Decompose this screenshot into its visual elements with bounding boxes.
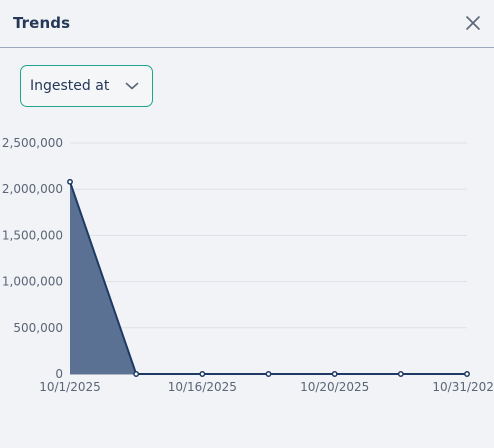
trend-chart: 0 500,000 1,000,000 1,500,000 2,000,000 2,500… — [2, 136, 494, 394]
data-point — [464, 371, 470, 377]
y-tick-label: 1,500,000 — [2, 228, 63, 242]
x-tick-label: 10/16/2025 — [168, 380, 237, 394]
close-icon[interactable] — [463, 13, 483, 33]
y-tick-label: 2,000,000 — [2, 182, 63, 196]
select-value: Ingested at — [30, 78, 110, 94]
data-point — [133, 371, 140, 377]
line-path — [69, 181, 467, 375]
data-point — [67, 178, 73, 185]
x-tick-label: 10/31/2025 — [432, 380, 494, 394]
data-point — [397, 371, 404, 377]
data-point — [199, 371, 206, 377]
dialog-header: Trends — [0, 0, 494, 48]
series-points — [67, 178, 470, 377]
series-area — [70, 181, 467, 374]
x-tick-label: 10/1/2025 — [39, 380, 101, 394]
y-tick-label: 1,000,000 — [2, 275, 63, 289]
y-tick-label: 500,000 — [13, 321, 63, 335]
data-point — [331, 371, 338, 377]
series-line — [69, 181, 467, 375]
y-tick-label: 0 — [55, 367, 63, 381]
dialog-title: Trends — [13, 14, 71, 32]
grid-lines — [70, 142, 467, 375]
date-field-select[interactable]: Ingested at — [20, 65, 153, 107]
x-tick-label: 10/20/2025 — [300, 380, 369, 394]
x-axis-ticks: 10/1/2025 10/16/2025 10/20/2025 10/31/2025 — [39, 380, 494, 394]
chevron-down-icon — [125, 81, 139, 91]
y-axis-ticks: 0 500,000 1,000,000 1,500,000 2,000,000 2,500… — [2, 136, 63, 381]
data-point — [265, 371, 272, 377]
area-fill — [70, 181, 467, 374]
y-tick-label: 2,500,000 — [2, 136, 63, 150]
